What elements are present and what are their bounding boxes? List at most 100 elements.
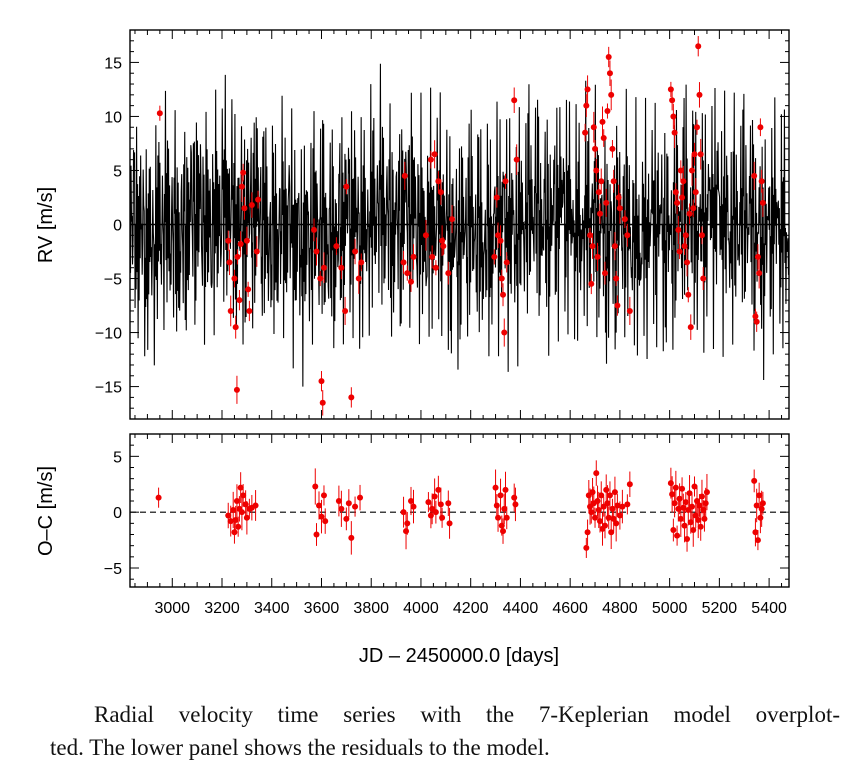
data-point <box>695 43 702 50</box>
data-point <box>322 518 329 525</box>
x-tick-label: 4200 <box>453 600 489 617</box>
data-point <box>672 189 679 196</box>
data-point <box>624 501 631 508</box>
data-point <box>675 226 682 233</box>
data-point <box>592 514 599 521</box>
data-point <box>319 399 326 406</box>
data-point <box>501 329 508 336</box>
data-point <box>584 86 591 93</box>
data-point <box>410 253 417 260</box>
data-point <box>610 178 617 185</box>
data-point <box>589 489 596 496</box>
rv-figure: 15 10 5 0 −5 −10 −15 RV [m/s] 5 0 −5 3000 3200 340… <box>35 29 790 667</box>
data-point <box>348 534 355 541</box>
data-point <box>583 544 590 551</box>
data-point <box>252 502 259 509</box>
data-point <box>495 232 502 239</box>
data-point <box>338 505 345 512</box>
data-point <box>594 498 601 505</box>
data-point <box>348 394 355 401</box>
data-point <box>758 178 765 185</box>
data-point <box>435 178 442 185</box>
data-point <box>352 248 359 255</box>
data-point <box>603 486 610 493</box>
data-point <box>686 210 693 217</box>
data-point <box>679 194 686 201</box>
data-point <box>238 509 245 516</box>
data-point <box>754 253 761 260</box>
data-point <box>669 491 676 498</box>
data-point <box>311 226 318 233</box>
y-tick-label: 0 <box>113 218 122 235</box>
data-point <box>233 386 240 393</box>
data-point <box>698 493 705 500</box>
data-point <box>493 194 500 201</box>
data-point <box>497 492 504 499</box>
data-point <box>756 492 763 499</box>
data-point <box>317 275 324 282</box>
data-point <box>445 270 452 277</box>
data-point <box>681 522 688 529</box>
data-point <box>335 498 342 505</box>
data-point <box>403 528 410 535</box>
data-point <box>691 483 698 490</box>
data-point <box>752 529 759 536</box>
x-tick-label: 3200 <box>204 600 240 617</box>
data-point <box>703 489 710 496</box>
data-point <box>439 237 446 244</box>
data-point <box>583 102 590 109</box>
data-point <box>677 515 684 522</box>
data-point <box>492 484 499 491</box>
data-point <box>686 490 693 497</box>
data-point <box>601 270 608 277</box>
data-point <box>227 307 234 314</box>
data-point <box>502 178 509 185</box>
data-point <box>422 232 429 239</box>
data-point <box>248 202 255 209</box>
data-point <box>333 243 340 250</box>
data-point <box>672 484 679 491</box>
data-point <box>235 523 242 530</box>
data-point <box>429 253 436 260</box>
data-point <box>701 515 708 522</box>
data-point <box>751 477 758 484</box>
figure-caption: Radial velocity time series with the 7-K… <box>50 698 840 764</box>
y-tick-label: 0 <box>113 505 122 522</box>
data-point <box>227 518 234 525</box>
data-point <box>758 505 765 512</box>
data-point <box>240 169 247 176</box>
data-point <box>431 151 438 158</box>
data-point <box>679 485 686 492</box>
y-tick-label: 5 <box>113 449 122 466</box>
data-point <box>601 522 608 529</box>
data-point <box>691 151 698 158</box>
data-point <box>318 378 325 385</box>
y-tick-label: −10 <box>95 326 122 343</box>
data-point <box>698 232 705 239</box>
data-point <box>684 535 691 542</box>
data-point <box>338 264 345 271</box>
y-tick-label: −5 <box>104 272 122 289</box>
data-point <box>342 307 349 314</box>
caption-line-2: ted. The lower panel shows the residuals… <box>50 735 550 760</box>
data-point <box>756 270 763 277</box>
data-point <box>313 248 320 255</box>
x-tick-labels: 3000 3200 3400 3600 3800 4000 4200 4400 4600 4800… <box>154 600 787 617</box>
data-point <box>440 243 447 250</box>
y-tick-label: 10 <box>104 109 122 126</box>
rv-axis-label: RV [m/s] <box>35 187 57 263</box>
data-point <box>682 499 689 506</box>
data-point <box>667 480 674 487</box>
y-tick-label: −15 <box>95 380 122 397</box>
data-point <box>320 492 327 499</box>
residuals-panel-frame <box>129 433 790 588</box>
data-point <box>696 502 703 509</box>
residuals-panel: 5 0 −5 3000 3200 3400 3600 3800 4000 4200 4400 460… <box>35 433 790 667</box>
data-point <box>695 516 702 523</box>
data-point <box>593 167 600 174</box>
data-point <box>410 503 417 510</box>
data-point <box>696 91 703 98</box>
data-point <box>611 243 618 250</box>
data-point <box>503 259 510 266</box>
data-point <box>318 513 325 520</box>
